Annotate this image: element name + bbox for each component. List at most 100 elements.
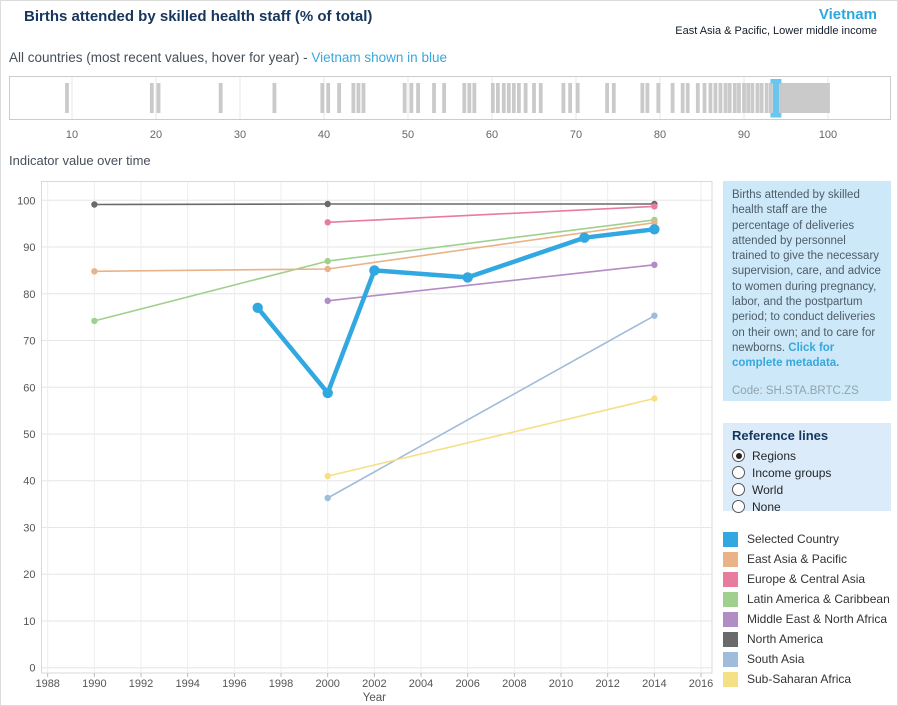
data-point-selected-country[interactable]: [462, 272, 473, 283]
data-point-east-asia-pacific[interactable]: [651, 219, 658, 226]
country-bar[interactable]: [532, 83, 536, 113]
country-bar[interactable]: [511, 83, 516, 113]
radio-income-groups[interactable]: Income groups: [732, 464, 882, 481]
series-line-middle-east-north-africa[interactable]: [326, 264, 656, 302]
country-bar[interactable]: [805, 83, 810, 113]
series-line-sub-saharan-africa[interactable]: [326, 397, 656, 477]
radio-icon[interactable]: [732, 466, 745, 479]
country-bar[interactable]: [793, 83, 798, 113]
country-bar[interactable]: [326, 83, 331, 113]
country-bar[interactable]: [467, 83, 472, 113]
data-point-selected-country[interactable]: [369, 265, 380, 276]
country-bar[interactable]: [670, 83, 675, 113]
country-bar[interactable]: [462, 83, 467, 113]
country-bar[interactable]: [416, 83, 420, 113]
series-line-south-asia[interactable]: [326, 314, 656, 499]
country-bar[interactable]: [764, 83, 769, 113]
country-bar[interactable]: [800, 83, 805, 113]
country-bar[interactable]: [702, 83, 707, 113]
country-bar[interactable]: [640, 83, 645, 113]
country-bar[interactable]: [750, 83, 755, 113]
country-bar[interactable]: [746, 83, 751, 113]
data-point-east-asia-pacific[interactable]: [324, 265, 331, 273]
country-bar[interactable]: [790, 83, 795, 113]
country-bar[interactable]: [432, 83, 436, 113]
country-bar[interactable]: [755, 83, 760, 113]
country-bar[interactable]: [561, 83, 566, 113]
country-bar[interactable]: [737, 83, 741, 113]
country-bar[interactable]: [337, 83, 342, 113]
country-bar[interactable]: [813, 83, 818, 113]
data-point-selected-country[interactable]: [579, 232, 590, 243]
country-bar[interactable]: [501, 83, 506, 113]
country-name[interactable]: Vietnam: [818, 6, 877, 23]
data-point-middle-east-north-africa[interactable]: [324, 297, 331, 304]
data-point-latin-america-caribbean[interactable]: [91, 317, 98, 325]
country-bar[interactable]: [361, 83, 366, 113]
radio-icon[interactable]: [732, 500, 745, 513]
country-bar[interactable]: [784, 83, 789, 113]
data-point-sub-saharan-africa[interactable]: [324, 472, 331, 480]
country-bar[interactable]: [732, 83, 737, 113]
selected-country-marker[interactable]: [772, 79, 779, 118]
country-bar[interactable]: [695, 83, 700, 113]
country-bar[interactable]: [523, 83, 528, 113]
radio-none[interactable]: None: [732, 498, 882, 515]
country-bar[interactable]: [272, 83, 277, 113]
data-point-selected-country[interactable]: [252, 302, 263, 313]
country-bar[interactable]: [768, 83, 773, 113]
radio-regions[interactable]: Regions: [732, 447, 882, 464]
series-line-selected-country[interactable]: [255, 227, 657, 396]
country-bar[interactable]: [490, 83, 495, 113]
country-bar[interactable]: [568, 83, 573, 113]
data-point-europe-central-asia[interactable]: [651, 203, 658, 210]
data-point-east-asia-pacific[interactable]: [91, 268, 98, 275]
country-bar[interactable]: [516, 83, 521, 113]
data-point-south-asia[interactable]: [324, 494, 331, 502]
indicator-line-chart[interactable]: 0 10 20 30 40 50 60 70 80 90 100 1988 1990 1992 1994 19…: [1, 176, 721, 706]
country-bar[interactable]: [742, 83, 746, 113]
country-bar[interactable]: [826, 83, 830, 113]
data-point-latin-america-caribbean[interactable]: [324, 257, 331, 265]
data-point-middle-east-north-africa[interactable]: [651, 261, 658, 268]
country-bar[interactable]: [351, 83, 356, 113]
country-bar[interactable]: [645, 83, 650, 113]
series-line-north-america[interactable]: [93, 203, 656, 206]
country-bar[interactable]: [495, 83, 500, 113]
country-bar[interactable]: [149, 83, 154, 113]
country-bar[interactable]: [803, 83, 808, 113]
data-point-sub-saharan-africa[interactable]: [651, 395, 658, 402]
series-line-europe-central-asia[interactable]: [326, 205, 656, 224]
country-bar[interactable]: [788, 83, 793, 113]
data-point-selected-country[interactable]: [322, 387, 333, 399]
data-point-selected-country[interactable]: [649, 224, 660, 235]
data-point-south-asia[interactable]: [651, 312, 658, 319]
country-bar[interactable]: [409, 83, 414, 113]
country-bar[interactable]: [713, 83, 718, 113]
radio-icon[interactable]: [732, 483, 745, 496]
country-bar[interactable]: [442, 83, 447, 113]
country-bar[interactable]: [718, 83, 723, 113]
radio-selected-icon[interactable]: [732, 449, 745, 462]
country-bar[interactable]: [680, 83, 685, 113]
country-bar[interactable]: [759, 83, 764, 113]
country-bar[interactable]: [727, 83, 732, 113]
country-bar[interactable]: [723, 83, 728, 113]
country-bar[interactable]: [575, 83, 580, 113]
country-bar[interactable]: [685, 83, 690, 113]
country-bar[interactable]: [778, 83, 783, 113]
country-bar[interactable]: [402, 83, 407, 113]
country-bar[interactable]: [218, 83, 223, 113]
radio-world[interactable]: World: [732, 481, 882, 498]
country-bar[interactable]: [798, 83, 803, 113]
data-point-north-america[interactable]: [91, 201, 98, 208]
country-bar[interactable]: [781, 83, 786, 113]
country-bar[interactable]: [356, 83, 361, 113]
metadata-link[interactable]: Click for complete metadata.: [732, 341, 840, 370]
country-bar[interactable]: [506, 83, 511, 113]
country-bar[interactable]: [65, 83, 69, 113]
data-point-north-america[interactable]: [324, 200, 331, 208]
country-bar[interactable]: [808, 83, 813, 113]
country-bar[interactable]: [656, 83, 661, 113]
country-bar[interactable]: [611, 83, 616, 113]
